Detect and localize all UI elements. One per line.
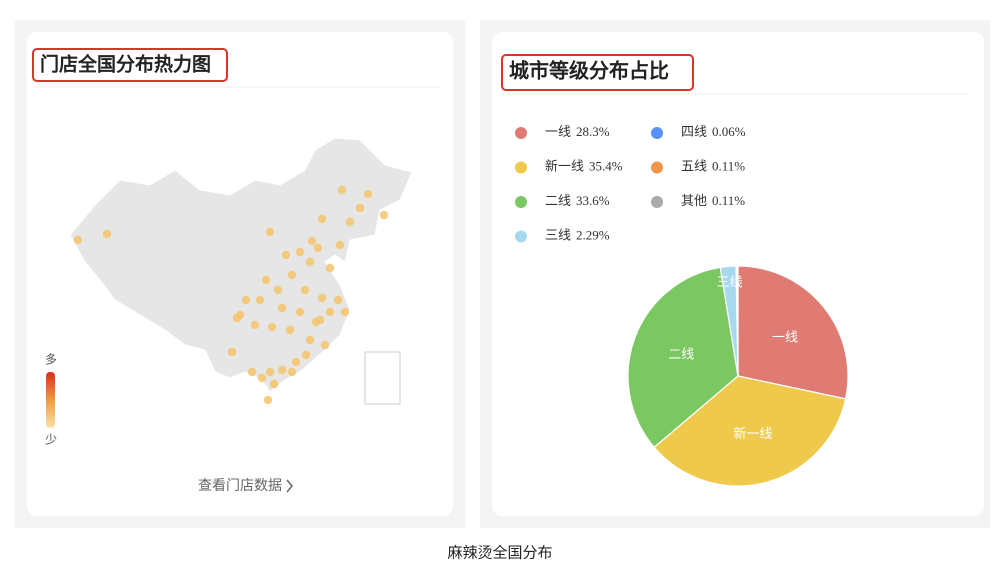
pie-slice	[736, 265, 739, 377]
store-dot	[265, 367, 275, 377]
store-dot	[287, 270, 297, 280]
china-map	[69, 137, 413, 393]
store-dot	[313, 243, 323, 253]
map-title: 门店全国分布热力图	[40, 52, 211, 75]
slice-label: 三线	[717, 275, 743, 290]
legend-swatch	[651, 196, 663, 208]
store-dot	[320, 340, 330, 350]
store-dot	[250, 320, 260, 330]
store-dot	[325, 263, 335, 273]
slice-label: 新一线	[733, 426, 772, 442]
store-dot	[317, 214, 327, 224]
store-dot	[277, 303, 287, 313]
store-dot	[301, 350, 311, 360]
store-dot	[267, 322, 277, 332]
legend-label: 其他 0.11%	[681, 193, 745, 208]
store-dot	[277, 365, 287, 375]
legend-swatch	[515, 230, 527, 243]
store-dot	[307, 236, 317, 246]
legend-swatch	[515, 196, 527, 208]
store-dot	[355, 203, 365, 213]
store-dot	[345, 217, 355, 227]
legend-value: 2.29%	[576, 227, 610, 242]
store-dot	[232, 313, 242, 323]
legend-swatch	[651, 161, 663, 174]
legend-label: 二线 33.6%	[545, 193, 610, 208]
store-dot	[300, 285, 310, 295]
legend-label: 新一线 35.4%	[545, 158, 623, 173]
legend-name: 四线	[681, 124, 707, 139]
slice-label: 二线	[668, 348, 694, 363]
legend-name: 三线	[545, 227, 571, 242]
legend-label: 四线 0.06%	[681, 124, 746, 139]
store-dot	[305, 335, 315, 345]
store-dot	[241, 295, 251, 305]
store-dot	[295, 247, 305, 257]
view-store-data-link[interactable]: 查看门店数据	[198, 478, 282, 494]
store-dot	[261, 275, 271, 285]
pie-title: 城市等级分布占比	[509, 59, 669, 83]
store-dots	[73, 185, 389, 405]
legend-swatch	[651, 127, 663, 139]
map-inset	[364, 351, 401, 405]
legend-name: 一线	[545, 124, 571, 139]
legend-swatch	[515, 127, 527, 139]
store-dot	[285, 325, 295, 335]
store-dot	[102, 229, 112, 239]
legend-name: 新一线	[545, 158, 584, 173]
heat-legend-low: 少	[45, 433, 57, 447]
title-highlight	[501, 54, 694, 91]
store-dot	[305, 257, 315, 267]
slice-label: 一线	[772, 330, 798, 345]
title-highlight	[32, 48, 228, 82]
store-dot	[325, 307, 335, 317]
legend-value: 28.3%	[576, 124, 610, 139]
store-dot	[295, 307, 305, 317]
store-dot	[247, 367, 257, 377]
store-dot	[257, 373, 267, 383]
chevron-icon[interactable]	[286, 479, 293, 493]
caption: 麻辣烫全国分布	[447, 544, 552, 562]
store-dot	[379, 210, 389, 220]
heat-legend-high: 多	[45, 353, 57, 367]
pie-slice	[653, 375, 847, 487]
store-dot	[269, 379, 279, 389]
heat-legend-bar	[46, 372, 55, 428]
legend-name: 五线	[681, 158, 707, 173]
legend-value: 0.11%	[712, 193, 745, 208]
store-dot	[333, 295, 343, 305]
store-dot	[255, 295, 265, 305]
store-dot	[273, 285, 283, 295]
pie-slice	[737, 265, 849, 400]
legend-label: 五线 0.11%	[681, 158, 745, 173]
legend-label: 一线 28.3%	[545, 124, 610, 139]
store-dot	[291, 357, 301, 367]
legend-swatch	[515, 161, 527, 174]
store-dot	[265, 227, 275, 237]
pie-slice	[627, 266, 739, 449]
store-dot	[340, 307, 350, 317]
store-dot	[337, 185, 347, 195]
legend-value: 0.06%	[712, 124, 746, 139]
store-dot	[363, 189, 373, 199]
legend-value: 33.6%	[576, 193, 610, 208]
legend-value: 0.11%	[712, 158, 745, 173]
store-dot	[227, 347, 237, 357]
store-dot	[287, 367, 297, 377]
store-dot	[263, 395, 273, 405]
store-dot	[317, 293, 327, 303]
legend-label: 三线 2.29%	[545, 227, 610, 242]
store-dot	[315, 315, 325, 325]
legend-name: 其他	[681, 193, 707, 208]
store-dot	[73, 235, 83, 245]
legend-name: 二线	[545, 193, 571, 208]
store-dot	[335, 240, 345, 250]
legend-value: 35.4%	[589, 158, 623, 173]
store-dot	[281, 250, 291, 260]
